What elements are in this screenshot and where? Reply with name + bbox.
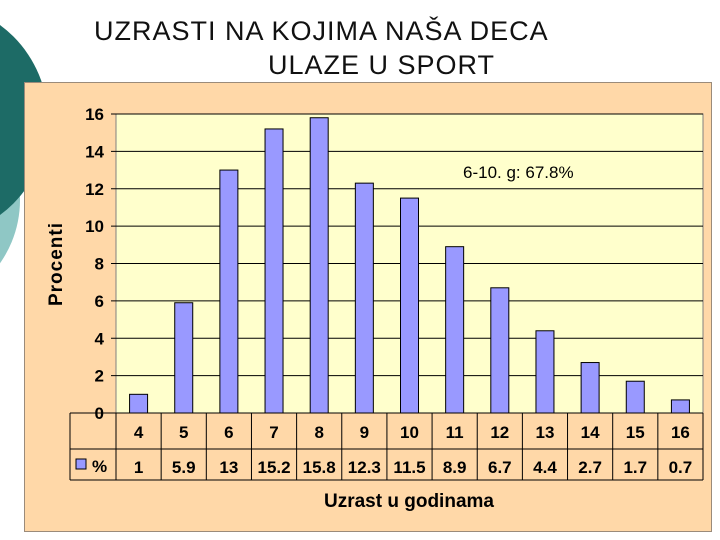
bar-5 xyxy=(174,302,194,414)
x-category-label: 9 xyxy=(360,423,369,442)
bar-10 xyxy=(400,197,419,414)
bar-16 xyxy=(670,399,690,414)
y-tick-label: 4 xyxy=(95,329,105,348)
data-table-value: 6.7 xyxy=(488,458,512,477)
y-tick-label: 2 xyxy=(95,367,104,386)
data-table-value: 1 xyxy=(134,458,143,477)
slide-title-line2: ULAZE U SPORT xyxy=(268,50,496,80)
bar-6 xyxy=(219,169,239,414)
data-table-value: 13 xyxy=(219,458,238,477)
y-tick-label: 16 xyxy=(85,105,104,124)
bar-12 xyxy=(490,287,510,414)
y-tick-label: 8 xyxy=(95,255,104,274)
data-table-value: 5.9 xyxy=(172,458,196,477)
bar-14 xyxy=(580,362,600,414)
chart-annotation: 6-10. g: 67.8% xyxy=(463,163,574,182)
x-category-label: 13 xyxy=(536,423,555,442)
y-tick-label: 14 xyxy=(85,142,104,161)
legend-label: % xyxy=(92,457,107,476)
data-table-value: 11.5 xyxy=(393,458,425,477)
data-table-value: 1.7 xyxy=(623,458,647,477)
y-tick-label: 10 xyxy=(85,217,104,236)
bar-4 xyxy=(129,393,149,414)
x-axis-label: Uzrast u godinama xyxy=(324,491,494,512)
x-category-label: 11 xyxy=(446,423,464,442)
data-table-value: 15.8 xyxy=(303,458,336,477)
bar-9 xyxy=(354,182,374,414)
x-category-label: 14 xyxy=(581,423,600,442)
slide-title-line1: UZRASTI NA KOJIMA NAŠA DECA xyxy=(94,16,549,46)
legend-swatch xyxy=(75,458,87,470)
x-category-label: 8 xyxy=(314,423,323,442)
bar-13 xyxy=(535,330,555,414)
y-axis-label: Procenti xyxy=(46,222,67,306)
x-category-label: 15 xyxy=(626,423,645,442)
x-category-label: 10 xyxy=(400,423,419,442)
x-category-label: 4 xyxy=(134,423,144,442)
data-table-value: 12.3 xyxy=(348,458,381,477)
data-table-value: 0.7 xyxy=(669,458,693,477)
y-tick-label: 6 xyxy=(95,292,104,311)
x-category-label: 7 xyxy=(269,423,278,442)
data-table-value: 15.2 xyxy=(257,458,290,477)
bar-11 xyxy=(445,246,465,414)
x-category-label: 16 xyxy=(671,423,690,442)
data-table-value: 2.7 xyxy=(578,458,602,477)
x-category-label: 5 xyxy=(179,423,188,442)
bar-7 xyxy=(264,128,284,414)
data-table-value: 4.4 xyxy=(533,458,557,477)
x-category-label: 12 xyxy=(490,423,509,442)
bar-15 xyxy=(625,380,645,414)
x-category-label: 6 xyxy=(224,423,233,442)
y-tick-label: 12 xyxy=(85,180,104,199)
data-table-value: 8.9 xyxy=(443,458,467,477)
bar-8 xyxy=(309,117,329,414)
